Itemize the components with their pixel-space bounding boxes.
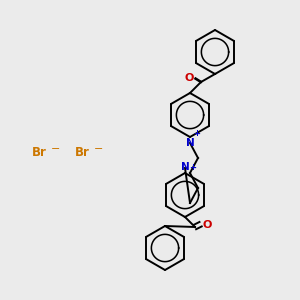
Text: Br: Br [75,146,90,158]
Text: N: N [186,138,194,148]
Text: N: N [181,162,189,172]
Text: −: − [94,144,104,154]
Text: +: + [194,130,200,139]
Text: +: + [190,164,196,172]
Text: Br: Br [32,146,47,158]
Text: O: O [202,220,212,230]
Text: −: − [51,144,60,154]
Text: O: O [184,73,194,83]
